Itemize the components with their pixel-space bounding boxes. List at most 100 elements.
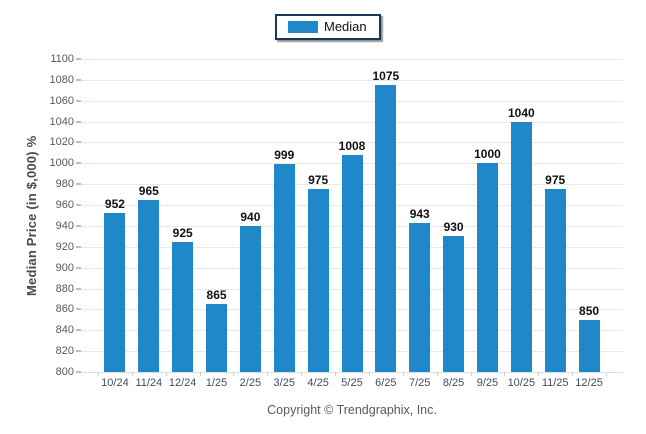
x-tick-label-12/24: 12/24 <box>168 377 197 389</box>
x-tick-mark-10 <box>436 372 438 376</box>
gridline-1020 <box>81 142 623 144</box>
x-tick-mark-14 <box>572 372 574 376</box>
y-tick-mark-860 <box>76 308 81 311</box>
y-tick-mark-840 <box>76 329 81 332</box>
x-tick-label-9/25: 9/25 <box>476 377 499 389</box>
bar-5/25 <box>341 154 363 372</box>
x-tick-label-1/25: 1/25 <box>205 377 228 389</box>
copyright-text: Copyright © Trendgraphix, Inc. <box>267 403 437 417</box>
bar-value-label-7/25: 943 <box>409 206 430 221</box>
gridline-1040 <box>81 121 623 123</box>
gridline-1060 <box>81 100 623 102</box>
x-tick-label-8/25: 8/25 <box>442 377 465 389</box>
y-tick-mark-1100 <box>76 58 81 60</box>
y-tick-label-1020: 1020 <box>49 136 74 149</box>
legend[interactable]: Median <box>275 14 381 40</box>
bar-value-label-2/25: 940 <box>240 209 261 224</box>
y-tick-mark-800 <box>76 371 81 373</box>
x-tick-mark-4 <box>233 372 235 376</box>
x-tick-label-3/25: 3/25 <box>273 377 295 389</box>
y-tick-label-920: 920 <box>55 240 74 253</box>
y-tick-label-880: 880 <box>55 282 74 295</box>
y-tick-label-800: 800 <box>55 366 74 378</box>
bar-6/25 <box>375 85 397 372</box>
y-tick-mark-880 <box>76 287 81 290</box>
x-tick-mark-13 <box>538 372 540 376</box>
bar-value-label-3/25: 999 <box>274 148 295 163</box>
y-tick-label-1000: 1000 <box>49 157 74 170</box>
x-tick-mark-6 <box>301 372 303 376</box>
y-tick-mark-1060 <box>76 99 81 102</box>
bar-value-label-6/25: 1075 <box>372 69 400 84</box>
x-axis-line <box>81 372 623 373</box>
x-tick-mark-1 <box>131 372 133 376</box>
y-tick-label-980: 980 <box>55 178 74 191</box>
bar-3/25 <box>273 164 295 372</box>
bar-value-label-12/24: 925 <box>172 225 193 240</box>
bar-4/25 <box>307 189 329 372</box>
bar-10/24 <box>104 213 126 372</box>
bar-value-label-1/25: 865 <box>206 288 227 303</box>
plot-area: 952 965 925 865 940 999 975 1008 1075 943 930 1000 1… <box>81 59 623 373</box>
bar-2/25 <box>239 225 261 372</box>
bar-1/25 <box>206 304 228 372</box>
x-tick-label-10/24: 10/24 <box>101 377 129 389</box>
y-tick-label-1060: 1060 <box>49 94 74 107</box>
y-tick-label-940: 940 <box>55 219 74 232</box>
y-tick-label-1080: 1080 <box>49 73 74 86</box>
x-tick-label-7/25: 7/25 <box>409 377 431 389</box>
bar-value-label-11/24: 965 <box>138 183 159 198</box>
bar-value-label-5/25: 1008 <box>338 138 366 153</box>
x-tick-label-2/25: 2/25 <box>239 377 262 389</box>
y-tick-mark-820 <box>76 350 81 353</box>
y-tick-label-960: 960 <box>55 199 74 212</box>
x-tick-label-11/24: 11/24 <box>135 377 163 389</box>
x-tick-mark-8 <box>368 372 370 376</box>
y-tick-mark-1000 <box>76 162 81 165</box>
bar-value-label-10/24: 952 <box>104 197 125 212</box>
bar-9/25 <box>476 163 498 372</box>
y-tick-mark-1080 <box>76 78 81 81</box>
x-tick-label-4/25: 4/25 <box>307 377 329 389</box>
x-tick-mark-11 <box>470 372 472 376</box>
x-tick-mark-12 <box>504 372 506 376</box>
x-tick-label-6/25: 6/25 <box>375 377 397 389</box>
bar-7/25 <box>409 222 431 372</box>
bar-11/25 <box>544 189 566 372</box>
y-tick-mark-1020 <box>76 141 81 144</box>
bar-11/24 <box>138 199 160 372</box>
bar-8/25 <box>443 236 465 372</box>
x-tick-label-5/25: 5/25 <box>341 377 363 389</box>
gridline-1100 <box>81 59 623 60</box>
y-tick-mark-940 <box>76 224 81 227</box>
y-tick-label-860: 860 <box>55 303 74 316</box>
y-tick-mark-960 <box>76 204 81 207</box>
x-tick-label-10/25: 10/25 <box>507 377 536 389</box>
y-tick-mark-1040 <box>76 120 81 123</box>
x-tick-mark-5 <box>267 372 269 376</box>
bar-12/24 <box>172 241 194 372</box>
bar-value-label-4/25: 975 <box>308 173 329 188</box>
bar-10/25 <box>510 121 532 372</box>
bar-12/25 <box>578 319 600 372</box>
y-tick-label-840: 840 <box>55 324 74 337</box>
x-tick-mark-15 <box>606 372 607 376</box>
bar-value-label-10/25: 1040 <box>507 105 535 120</box>
bar-value-label-11/25: 975 <box>545 173 566 188</box>
legend-swatch-median <box>288 21 318 33</box>
x-tick-label-11/25: 11/25 <box>541 377 569 389</box>
x-tick-label-12/25: 12/25 <box>575 377 603 389</box>
x-tick-mark-3 <box>199 372 201 376</box>
y-tick-label-900: 900 <box>55 261 74 274</box>
y-tick-mark-980 <box>76 183 81 186</box>
legend-label-median: Median <box>324 19 367 34</box>
bar-value-label-8/25: 930 <box>443 220 464 235</box>
y-tick-label-1040: 1040 <box>49 115 74 128</box>
y-tick-mark-900 <box>76 266 81 269</box>
y-tick-label-820: 820 <box>55 345 74 358</box>
bar-value-label-12/25: 850 <box>579 303 600 318</box>
x-tick-mark-9 <box>402 372 404 376</box>
bar-value-label-9/25: 1000 <box>474 147 501 162</box>
x-tick-mark-0 <box>98 372 99 376</box>
